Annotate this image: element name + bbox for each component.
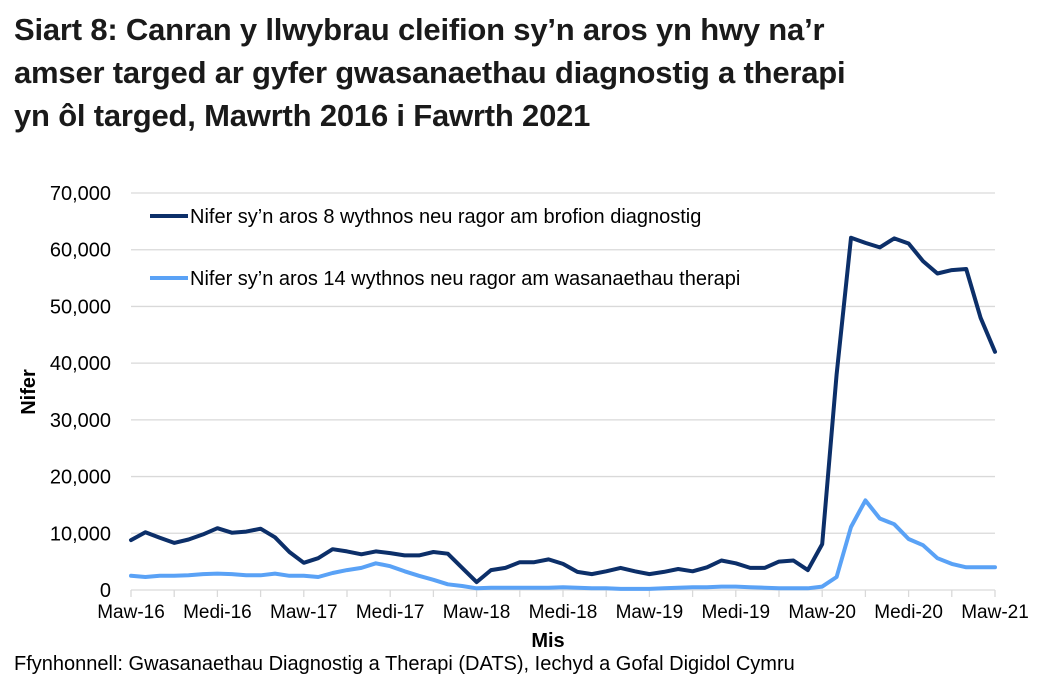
x-tick-label: Maw-18: [443, 602, 511, 623]
legend: Nifer sy’n aros 8 wythnos neu ragor am b…: [150, 206, 740, 290]
source-note: Ffynhonnell: Gwasanaethau Diagnostig a T…: [14, 653, 795, 675]
x-tick-label: Medi-16: [183, 602, 252, 623]
x-tick-label: Medi-18: [529, 602, 598, 623]
y-axis: 0 10,000 20,000 30,000 40,000 50,000 60,000 70,…: [50, 183, 111, 602]
x-tick-label: Maw-19: [616, 602, 684, 623]
x-axis-title: Mis: [531, 630, 564, 652]
y-tick-label: 0: [100, 580, 111, 602]
y-tick-label: 30,000: [50, 410, 111, 432]
series-line-diagnostic: [129, 235, 997, 585]
legend-item-diagnostic: Nifer sy’n aros 8 wythnos neu ragor am b…: [150, 206, 701, 228]
legend-label-therapy: Nifer sy’n aros 14 wythnos neu ragor am …: [190, 268, 740, 290]
y-axis-title: Nifer: [18, 369, 40, 415]
x-tick-label: Maw-16: [97, 602, 165, 623]
legend-label-diagnostic: Nifer sy’n aros 8 wythnos neu ragor am b…: [190, 206, 701, 228]
y-tick-label: 10,000: [50, 523, 111, 545]
y-tick-label: 70,000: [50, 183, 111, 205]
x-tick-label: Maw-20: [788, 602, 856, 623]
x-tick-label: Medi-20: [874, 602, 943, 623]
x-tick-label: Maw-17: [270, 602, 338, 623]
x-axis: Maw-16 Medi-16 Maw-17 Medi-17 Maw-18 Medi-18 M…: [97, 590, 1029, 623]
x-tick-label: Medi-19: [701, 602, 770, 623]
y-tick-label: 20,000: [50, 467, 111, 489]
gridlines: [131, 192, 995, 591]
y-tick-label: 50,000: [50, 296, 111, 318]
series-line-therapy: [129, 498, 997, 591]
series-lines: [129, 235, 997, 591]
x-tick-label: Maw-21: [961, 602, 1029, 623]
y-tick-label: 60,000: [50, 240, 111, 262]
chart-title-line-3: yn ôl targed, Mawrth 2016 i Fawrth 2021: [14, 98, 591, 133]
chart-title-line-1: Siart 8: Canran y llwybrau cleifion sy’n…: [14, 12, 825, 47]
chart-title: Siart 8: Canran y llwybrau cleifion sy’n…: [14, 8, 1034, 137]
chart-title-line-2: amser targed ar gyfer gwasanaethau diagn…: [14, 55, 846, 90]
legend-item-therapy: Nifer sy’n aros 14 wythnos neu ragor am …: [150, 268, 740, 290]
x-tick-label: Medi-17: [356, 602, 425, 623]
y-tick-label: 40,000: [50, 353, 111, 375]
